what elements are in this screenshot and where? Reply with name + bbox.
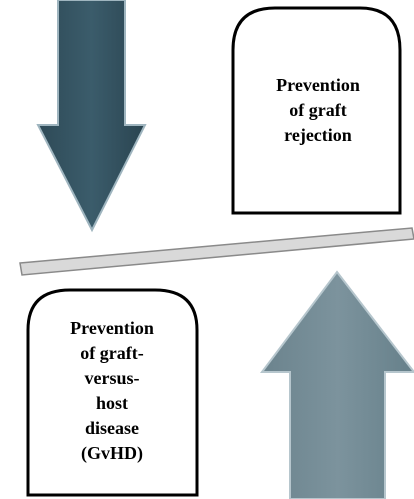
box-text-line: of graft- bbox=[80, 343, 143, 363]
box-text-line: Prevention bbox=[276, 75, 360, 95]
bottom-box bbox=[26, 288, 199, 497]
up-arrow bbox=[260, 270, 414, 499]
balance-beam bbox=[19, 227, 414, 276]
box-text-line: Prevention bbox=[70, 318, 154, 338]
box-text-line: rejection bbox=[284, 125, 352, 145]
box-text-line: disease bbox=[85, 418, 139, 438]
top-box bbox=[231, 6, 402, 215]
box-text-line: host bbox=[96, 393, 128, 413]
box-text-line: versus- bbox=[85, 368, 140, 388]
down-arrow bbox=[36, 0, 147, 233]
box-text-line: (GvHD) bbox=[81, 443, 143, 464]
box-text-line: of graft bbox=[289, 100, 346, 120]
